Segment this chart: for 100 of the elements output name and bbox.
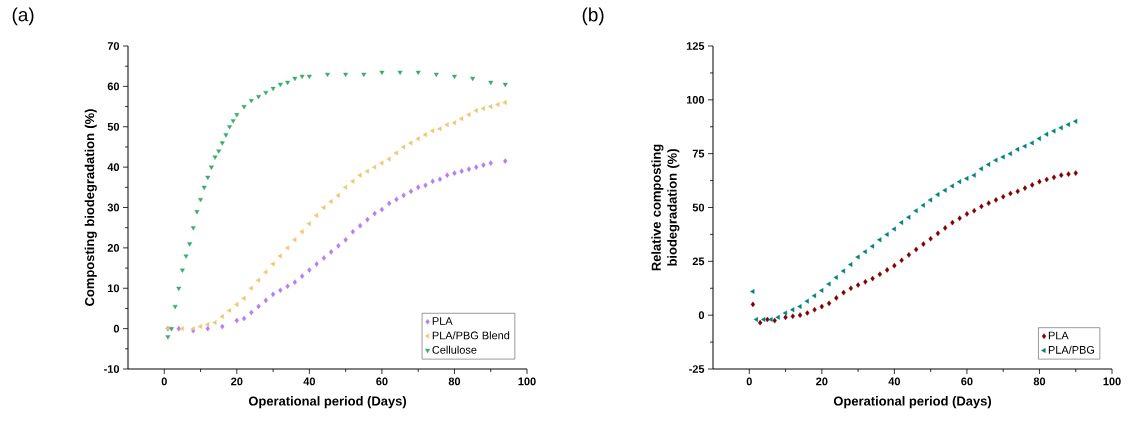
y-tick-label: 100 (686, 95, 705, 104)
point (1036, 136, 1041, 142)
point (502, 100, 507, 105)
point (943, 225, 948, 231)
point (179, 268, 185, 273)
y-tick-label: -25 (689, 365, 705, 373)
point (387, 200, 392, 207)
point (840, 268, 846, 274)
y-tick-label: 125 (686, 42, 705, 50)
point (223, 133, 229, 138)
point (877, 237, 882, 243)
point (205, 322, 210, 328)
point (285, 80, 291, 86)
point (1065, 122, 1070, 128)
point (790, 307, 795, 313)
point (408, 140, 413, 146)
point (263, 269, 268, 275)
point (1000, 154, 1005, 160)
point (1072, 118, 1078, 124)
point (957, 215, 962, 222)
point (198, 197, 203, 203)
y-tick-label: 25 (692, 257, 705, 266)
point (400, 144, 406, 150)
point (437, 176, 443, 183)
point (241, 295, 246, 301)
point (248, 285, 253, 291)
y-tick-label: 60 (107, 82, 120, 91)
point (899, 257, 904, 264)
point (920, 202, 925, 208)
point (365, 216, 370, 223)
y-tick-label: -10 (104, 365, 120, 373)
point (230, 119, 236, 124)
point (248, 99, 254, 104)
x-tick-label: 20 (816, 377, 828, 386)
point (826, 281, 831, 287)
point (226, 308, 232, 313)
legend-label: PLA (1048, 331, 1069, 340)
point (422, 132, 427, 138)
point (256, 303, 261, 310)
point (430, 178, 435, 185)
point (234, 301, 239, 307)
point (350, 178, 355, 184)
point (775, 314, 780, 320)
point (270, 261, 275, 267)
y-tick-label: 20 (107, 244, 120, 252)
text: (b) (582, 7, 604, 26)
point (891, 226, 896, 232)
point (241, 105, 247, 110)
point (972, 207, 977, 214)
point (1037, 178, 1042, 185)
point (393, 150, 398, 156)
point (811, 293, 817, 299)
y-tick-label: 40 (107, 163, 120, 172)
point (423, 182, 428, 189)
point (197, 324, 203, 330)
point (343, 72, 349, 78)
point (212, 155, 218, 160)
point (1029, 140, 1034, 146)
point (379, 206, 385, 213)
point (335, 192, 340, 198)
point (993, 157, 998, 163)
legend-label: PLA (432, 317, 453, 325)
point (219, 141, 225, 146)
point (270, 86, 276, 92)
y-tick-label: 0 (698, 311, 705, 320)
point (299, 273, 305, 279)
point (1044, 176, 1049, 183)
point (834, 295, 839, 301)
point (371, 164, 377, 170)
point (1001, 193, 1006, 200)
point (819, 303, 824, 310)
point (906, 214, 911, 220)
point (473, 108, 478, 114)
point (176, 286, 182, 292)
point (870, 275, 875, 282)
point (488, 160, 493, 166)
x-tick-label: 40 (303, 377, 316, 386)
point (306, 74, 312, 80)
point (928, 235, 933, 242)
y-tick-label: 30 (107, 203, 120, 212)
point (205, 325, 210, 332)
point (1014, 146, 1020, 152)
point (949, 183, 954, 189)
x-tick-label: 60 (376, 377, 388, 386)
y-tick-label: 0 (113, 324, 120, 333)
point (350, 228, 356, 235)
point (234, 317, 239, 324)
text: (a) (12, 7, 34, 26)
point (862, 249, 867, 255)
x-tick-label: 80 (1033, 377, 1046, 386)
point (307, 267, 312, 273)
point (877, 271, 883, 278)
x-tick-label: 60 (961, 377, 973, 386)
point (234, 113, 240, 118)
point (263, 297, 268, 304)
y-axis-title: Relative composting biodegradation (%) (651, 144, 680, 271)
point (336, 243, 341, 249)
point (979, 203, 984, 210)
point (452, 170, 457, 176)
point (1043, 131, 1049, 137)
